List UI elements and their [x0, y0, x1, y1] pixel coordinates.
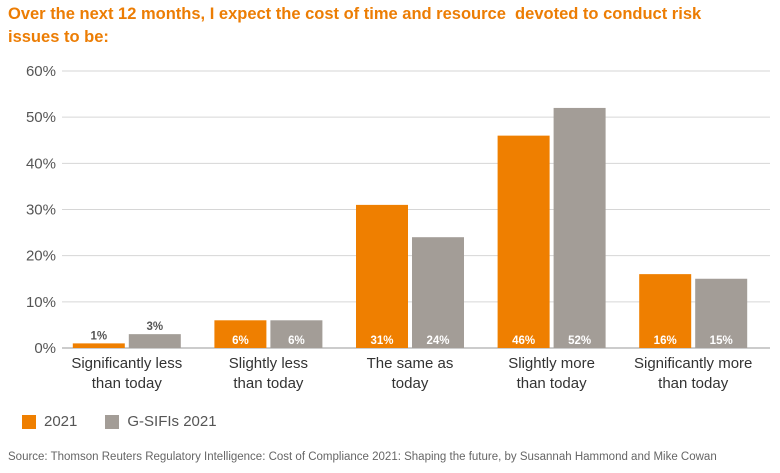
x-tick-label: Significantly less — [71, 355, 182, 372]
data-label: 16% — [654, 335, 677, 347]
legend-swatch-gsifis — [105, 414, 120, 429]
y-tick-label: 30% — [26, 202, 56, 219]
legend-item-2021: 2021 — [22, 413, 77, 430]
x-tick-label: than today — [658, 375, 729, 392]
bar-gsifis — [270, 320, 323, 348]
data-label: 1% — [90, 330, 107, 342]
x-tick-label: than today — [517, 375, 588, 392]
bar-gsifis — [695, 278, 748, 348]
data-label: 46% — [512, 335, 535, 347]
legend-label-2021: 2021 — [44, 413, 78, 430]
y-tick-label: 10% — [26, 294, 56, 311]
data-label: 15% — [710, 335, 733, 347]
data-label: 6% — [232, 335, 249, 347]
data-label: 31% — [370, 335, 393, 347]
bar-2021 — [356, 204, 408, 348]
data-label: 6% — [288, 335, 305, 347]
x-tick-label: than today — [233, 375, 304, 392]
chart-legend: 2021 G-SIFIs 2021 — [22, 413, 245, 430]
y-tick-label: 20% — [26, 248, 56, 265]
x-tick-label: Significantly more — [634, 355, 752, 372]
bar-gsifis — [553, 107, 606, 348]
y-tick-label: 60% — [26, 63, 56, 80]
legend-swatch-2021 — [22, 414, 36, 429]
source-note: Source: Thomson Reuters Regulatory Intel… — [8, 451, 717, 463]
data-label: 24% — [426, 335, 449, 347]
bar-gsifis — [128, 334, 181, 348]
bar-gsifis — [412, 237, 464, 348]
data-label: 52% — [568, 335, 591, 347]
x-tick-label: today — [392, 375, 429, 392]
x-tick-label: Slightly less — [229, 355, 308, 372]
x-tick-label: The same as — [367, 355, 454, 372]
legend-label-gsifis: G-SIFIs 2021 — [127, 413, 217, 430]
bar-2021 — [72, 343, 125, 348]
bar-2021 — [214, 320, 267, 348]
bar-2021 — [639, 274, 692, 348]
y-tick-label: 50% — [26, 109, 56, 126]
y-tick-label: 0% — [34, 340, 56, 357]
legend-item-gsifis: G-SIFIs 2021 — [105, 413, 217, 430]
x-tick-label: than today — [92, 375, 163, 392]
x-tick-label: Slightly more — [508, 355, 595, 372]
chart-title: Over the next 12 months, I expect the co… — [8, 5, 706, 46]
bar-2021 — [497, 135, 550, 348]
y-tick-label: 40% — [26, 155, 56, 172]
data-label: 3% — [146, 321, 163, 333]
